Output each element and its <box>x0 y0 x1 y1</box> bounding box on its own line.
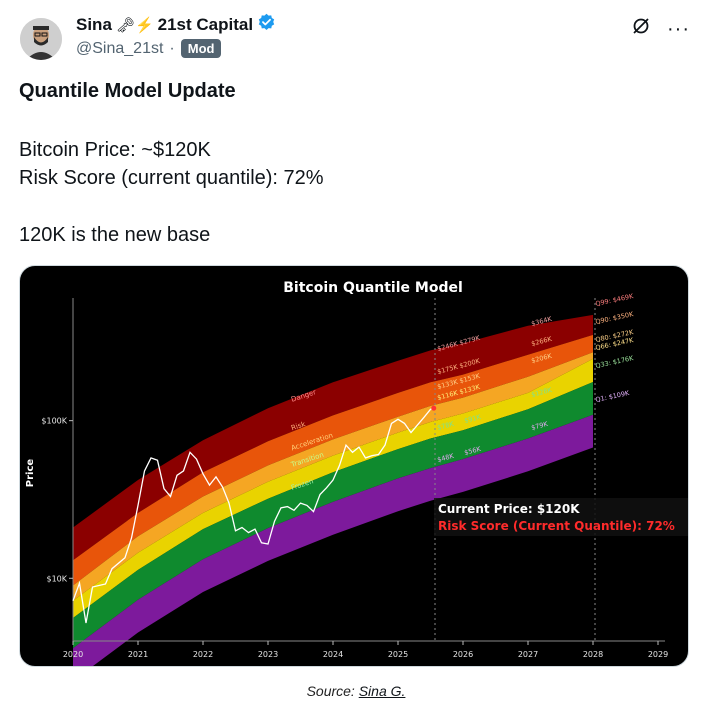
quantile-chart: DangerRiskAccelerationTransitionFrozen$2… <box>25 280 688 666</box>
caption-prefix: Source: <box>306 683 355 699</box>
author-handle-line: @Sina_21st · Mod <box>76 39 222 58</box>
handle-separator: · <box>169 39 175 57</box>
current-price-box <box>434 498 688 536</box>
tweet-line-risk: Risk Score (current quantile): 72% <box>19 167 324 189</box>
x-tick-label: 2026 <box>453 650 473 659</box>
band-4 <box>73 358 593 618</box>
band-2 <box>73 334 593 586</box>
more-options-icon[interactable]: ··· <box>667 17 690 40</box>
author-org[interactable]: 21st Capital <box>157 15 254 34</box>
tweet-top-actions: ··· <box>631 16 690 41</box>
x-tick-label: 2020 <box>63 650 83 659</box>
tweet-line-base: 120K is the new base <box>19 224 211 246</box>
band-1 <box>73 314 593 561</box>
author-display-name[interactable]: Sina <box>76 15 112 34</box>
risk-score-text: Risk Score (Current Quantile): 72% <box>438 519 675 533</box>
tweet-title: Quantile Model Update <box>19 80 236 102</box>
quantile-label: Q33: $176K <box>595 354 635 370</box>
tweet-media-chart[interactable]: Danger Risk Acceleration Transition Frozen $2… <box>19 265 689 667</box>
band-3 <box>73 352 593 601</box>
x-tick-label: 2024 <box>323 650 343 659</box>
verified-badge-icon <box>257 13 276 37</box>
price-series-line <box>72 407 434 624</box>
y-tick-label: $10K <box>46 574 67 583</box>
x-tick-label: 2021 <box>128 650 148 659</box>
x-tick-label: 2022 <box>193 650 213 659</box>
tweet-line-price: Bitcoin Price: ~$120K <box>19 139 211 161</box>
x-tick-label: 2023 <box>258 650 278 659</box>
author-emoji: 🗝⚡ <box>115 17 154 34</box>
band-6 <box>73 414 593 666</box>
grok-icon[interactable] <box>631 16 651 41</box>
mod-badge: Mod <box>180 39 222 58</box>
author-avatar[interactable] <box>20 18 62 60</box>
avatar-image <box>20 18 62 60</box>
quantile-label: Q99: $469K <box>595 292 635 308</box>
chart-title: Bitcoin Quantile Model <box>283 280 463 296</box>
image-caption: Source: Sina G. <box>0 683 712 699</box>
author-name-line: Sina 🗝⚡ 21st Capital <box>76 13 276 37</box>
current-price-marker <box>431 405 437 411</box>
caption-source-link[interactable]: Sina G. <box>358 683 406 699</box>
y-tick-label: $100K <box>41 417 67 426</box>
x-tick-label: 2028 <box>583 650 603 659</box>
quantile-label: Q90: $350K <box>595 310 635 326</box>
x-tick-label: 2025 <box>388 650 408 659</box>
quantile-label: Q1: $109K <box>595 389 631 404</box>
band-5 <box>73 382 593 649</box>
x-tick-label: 2029 <box>648 650 668 659</box>
author-handle[interactable]: @Sina_21st <box>76 39 164 57</box>
y-axis-label: Price <box>25 459 36 488</box>
x-tick-label: 2027 <box>518 650 538 659</box>
current-price-text: Current Price: $120K <box>438 502 580 516</box>
